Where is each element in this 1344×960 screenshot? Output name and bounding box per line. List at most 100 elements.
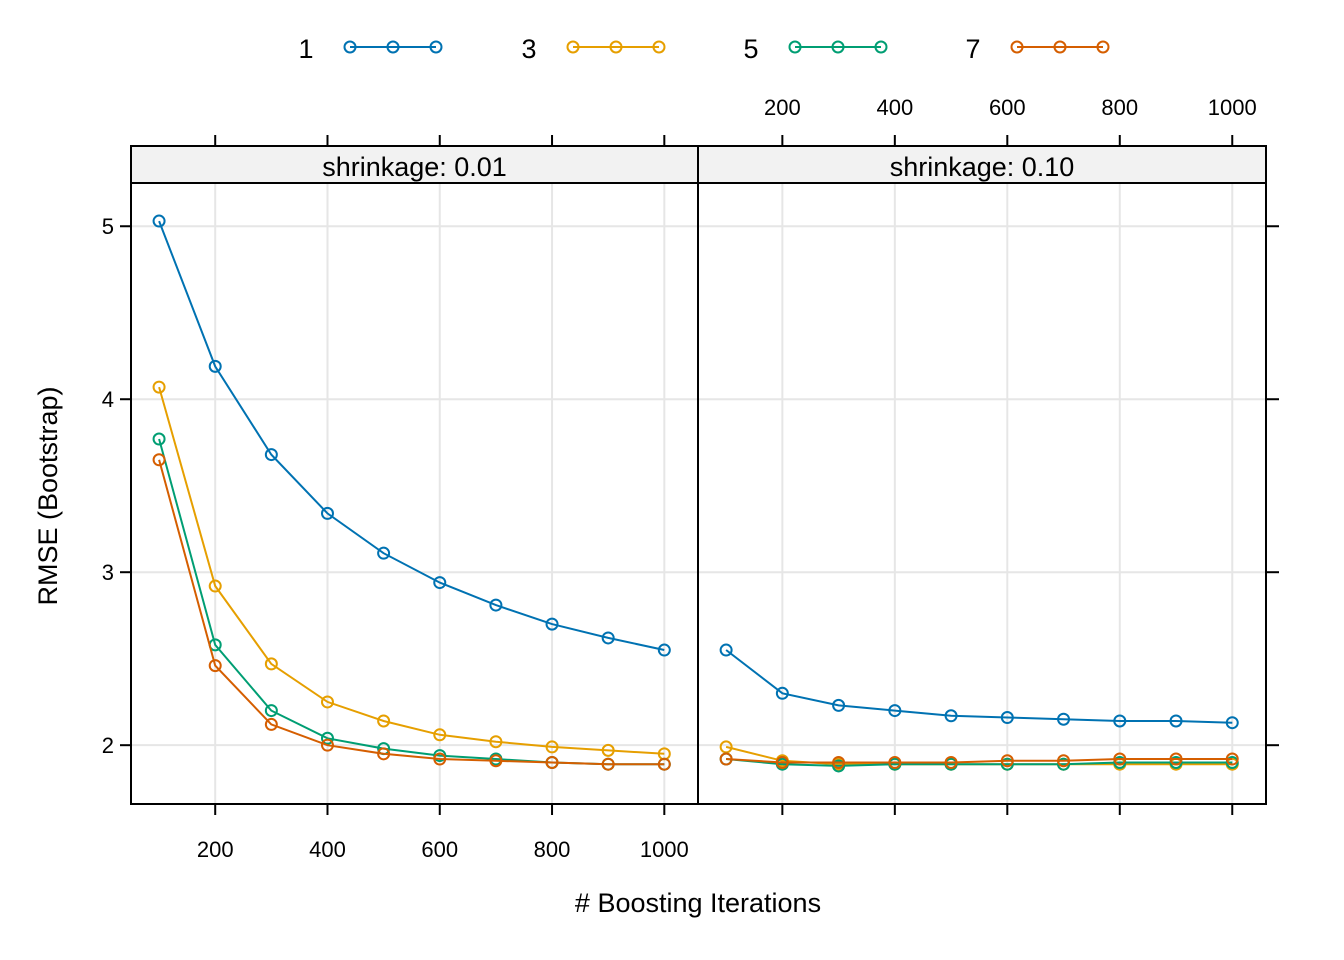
series-5 [152,432,671,771]
strip-label: shrinkage: 0.01 [322,152,507,182]
strip [697,145,1267,184]
x-tick-label: 800 [534,837,571,862]
data-point [377,714,391,728]
data-point [775,755,789,769]
y-tick-label: 2 [102,733,114,758]
data-point [489,735,503,749]
data-point [657,643,671,657]
series-7 [152,453,671,771]
legend-marker [788,40,802,54]
legend-item-7: 7 [965,34,1110,64]
data-point [1000,754,1014,768]
data-point [152,214,166,228]
data-point [152,453,166,467]
y-tick-label: 5 [102,214,114,239]
data-point [489,754,503,768]
data-point [489,598,503,612]
series-line [725,649,1233,724]
x-tick-label: 800 [1101,95,1138,120]
legend-label: 7 [965,34,980,64]
data-point [264,704,278,718]
legend-marker [1053,40,1067,54]
data-point [719,740,733,754]
x-tick-label: 600 [421,837,458,862]
data-point [888,755,902,769]
data-point [1169,752,1183,766]
series-line [158,220,665,651]
legend-marker [386,40,400,54]
axes: 200 400 600 800 1000 200 400 600 800 1000 2 3 4 5 [102,95,1279,862]
legend-marker [652,40,666,54]
y-axis-title: RMSE (Bootstrap) [33,386,63,605]
series-line [158,438,665,766]
data-point [208,359,222,373]
data-point [719,752,733,766]
data-point [1000,711,1014,725]
data-point [1169,714,1183,728]
series-7 [719,752,1239,769]
data-point [775,686,789,700]
x-tick-label: 400 [309,837,346,862]
legend-marker [1096,40,1110,54]
legend-item-5: 5 [743,34,888,64]
data-point [1225,716,1239,730]
data-point [433,576,447,590]
legend-marker [831,40,845,54]
data-point [152,432,166,446]
data-point [264,448,278,462]
x-tick-label: 1000 [1208,95,1257,120]
series-line [158,459,665,766]
series-1 [152,214,671,657]
data-point [377,546,391,560]
data-point [944,709,958,723]
series-1 [719,643,1239,730]
data-point [433,728,447,742]
x-tick-label: 400 [876,95,913,120]
data-point [1057,754,1071,768]
data-point [1225,752,1239,766]
series-line [726,758,1233,764]
data-point [152,380,166,394]
legend-label: 5 [743,34,758,64]
panels: shrinkage: 0.01 shrinkage: 0.10 [130,145,1267,805]
data-point [545,617,559,631]
x-tick-label: 600 [989,95,1026,120]
legend-marker [343,40,357,54]
panel-frame [697,182,1267,805]
data-point [1057,712,1071,726]
data-point [601,757,615,771]
data-point [320,738,334,752]
data-point [264,717,278,731]
data-point [601,743,615,757]
data-point [545,755,559,769]
data-point [377,747,391,761]
legend-label: 1 [298,34,313,64]
data-point [545,740,559,754]
y-tick-label: 3 [102,560,114,585]
panel-1: shrinkage: 0.01 [130,145,699,805]
data-point [208,579,222,593]
legend-marker [874,40,888,54]
legend-label: 3 [521,34,536,64]
data-point [657,757,671,771]
data-point [888,704,902,718]
data-point [1113,714,1127,728]
data-point [719,643,733,657]
legend-marker [566,40,580,54]
data-point [601,631,615,645]
data-point [208,659,222,673]
legend-item-1: 1 [298,34,443,64]
strip-label: shrinkage: 0.10 [890,152,1075,182]
y-tick-label: 4 [102,387,114,412]
legend-marker [429,40,443,54]
x-tick-label: 200 [197,837,234,862]
data-point [433,752,447,766]
data-point [320,695,334,709]
data-point [264,657,278,671]
x-tick-label: 1000 [640,837,689,862]
panel-2: shrinkage: 0.10 [697,145,1267,805]
data-point [1113,752,1127,766]
legend: 1 3 5 7 [298,34,1110,64]
legend-marker [1010,40,1024,54]
